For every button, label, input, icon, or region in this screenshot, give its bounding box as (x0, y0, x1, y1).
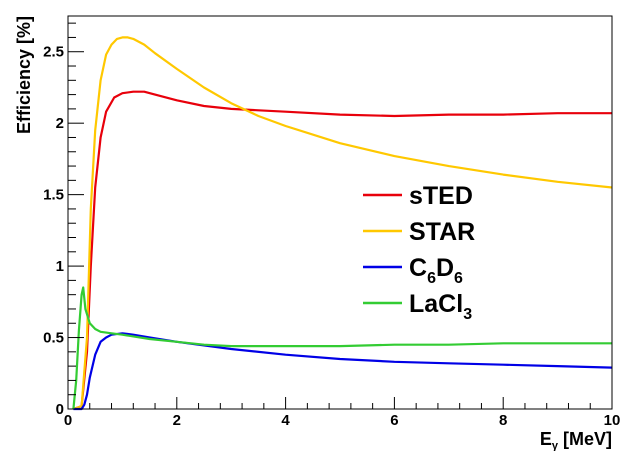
y-tick-label: 1.5 (43, 187, 64, 204)
legend-label-lacl3: LaCl3 (409, 290, 472, 323)
series-line-lacl3 (72, 286, 612, 410)
x-tick-label: 2 (173, 412, 181, 429)
y-axis-title: Efficiency [%] (14, 16, 34, 134)
x-tick-label: 6 (390, 412, 398, 429)
legend-label-star: STAR (409, 218, 475, 246)
x-tick-label: 10 (604, 412, 621, 429)
legend-label-c6d6: C6D6 (409, 254, 463, 287)
x-tick-label: 8 (499, 412, 507, 429)
y-tick-label: 0.5 (43, 330, 64, 347)
series-line-star (73, 36, 613, 411)
y-tick-label: 2.5 (43, 44, 64, 61)
plot-frame (67, 15, 613, 410)
legend-label-sted: sTED (409, 182, 473, 210)
series-layer (72, 36, 613, 411)
ticks-layer: 0 2 4 6 8 10 0 0.5 1 1.5 2 2.5 (43, 22, 621, 429)
x-axis-title: Eγ [MeV] (540, 429, 612, 451)
x-tick-label: 4 (281, 412, 290, 429)
y-tick-label: 0 (56, 401, 64, 418)
x-tick-label: 0 (64, 412, 72, 429)
y-tick-label: 2 (56, 115, 64, 132)
x-axis-title-subscript: γ (552, 440, 559, 451)
series-line-c6d6 (73, 332, 613, 411)
y-tick-label: 1 (56, 258, 64, 275)
x-axis-title-unit: [MeV] (558, 429, 612, 449)
series-line-sted (73, 90, 612, 411)
x-axis-title-main: E (540, 429, 552, 449)
